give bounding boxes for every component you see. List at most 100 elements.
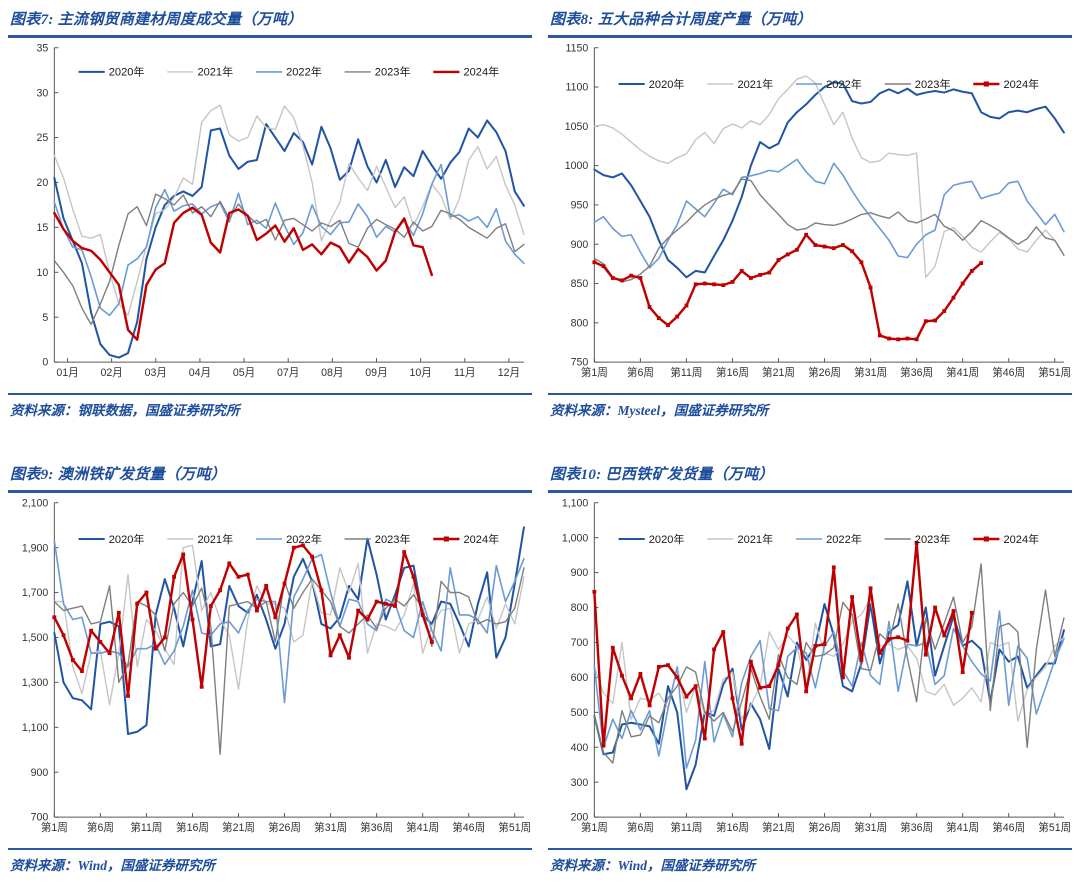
y-tick-label: 10 [37, 267, 49, 279]
series-line-2024年 [53, 206, 434, 341]
title-rule [548, 490, 1072, 493]
series-marker [61, 633, 66, 638]
legend-item-2022年: 2022年 [255, 532, 322, 546]
series-marker [656, 316, 661, 321]
series-marker [282, 581, 287, 586]
series-marker [785, 626, 790, 631]
series-line-2023年 [593, 563, 1065, 764]
legend-label: 2021年 [197, 65, 233, 79]
series-marker [831, 565, 836, 570]
x-tick-label: 10月 [409, 367, 431, 379]
y-tick-label: 1000 [565, 160, 589, 172]
y-tick-label: 1050 [565, 121, 589, 133]
series-line-2024年 [53, 544, 434, 698]
series-marker [905, 638, 910, 643]
legend-label: 2023年 [915, 532, 951, 546]
legend-item-2022年: 2022年 [795, 77, 862, 91]
series-marker [923, 652, 928, 657]
y-tick-label: 15 [37, 222, 49, 234]
series-marker [684, 303, 689, 308]
legend-label: 2021年 [197, 532, 233, 546]
y-tick-label: 1,300 [22, 677, 49, 689]
series-marker [393, 604, 397, 608]
legend-label: 2020年 [649, 532, 685, 546]
chart-figure10: 200 300 400 500 600 700 800 900 1,000 1,100 第1周 第6周… [548, 496, 1072, 844]
x-tick-label: 第26周 [808, 366, 841, 379]
series-marker [208, 604, 213, 608]
series-line-2024年 [593, 541, 974, 747]
series-marker [933, 318, 937, 323]
series-marker [859, 260, 864, 265]
y-tick-label: 700 [31, 812, 49, 824]
series-marker [684, 694, 689, 699]
series-marker [356, 608, 361, 613]
series-marker [951, 609, 956, 613]
series-marker [951, 295, 956, 300]
y-tick-label: 25 [37, 132, 49, 144]
legend-label: 2022年 [286, 65, 322, 79]
legend-item-2022年: 2022年 [795, 532, 862, 546]
series-marker [383, 601, 388, 606]
series-marker [126, 693, 130, 698]
series-marker [218, 588, 223, 593]
figure-panel-10: 图表10: 巴西铁矿发货量（万吨） 200 300 400 500 600 700 800 9… [548, 461, 1072, 874]
legend-item-2024年: 2024年 [973, 532, 1039, 546]
legend-label: 2022年 [826, 77, 862, 91]
series-line-2021年 [593, 75, 1065, 278]
series-marker [739, 741, 744, 746]
series-marker [647, 305, 652, 310]
series-marker [135, 601, 140, 606]
series-marker [822, 244, 827, 249]
series-line-2024年 [593, 233, 983, 341]
figure-panel-7: 图表7: 主流钢贸商建材周度成交量（万吨） 0 5 10 15 20 25 30 35 01月 0… [8, 6, 532, 419]
legend-item-2023年: 2023年 [884, 532, 951, 546]
x-tick-label: 第6周 [87, 821, 114, 834]
legend-item-2021年: 2021年 [707, 77, 773, 91]
x-tick-label: 01月 [56, 367, 78, 379]
series-marker [794, 247, 799, 252]
series-marker [656, 664, 661, 669]
y-tick-label: 1,100 [22, 722, 49, 734]
series-marker [822, 642, 827, 647]
series-marker [273, 615, 278, 620]
y-tick-label: 900 [31, 767, 49, 779]
series-marker [960, 281, 965, 286]
series-marker [748, 659, 753, 664]
series-line-2023年 [593, 178, 1065, 283]
x-tick-label: 第1周 [581, 366, 608, 379]
series-marker [328, 653, 333, 658]
legend-label: 2022年 [826, 532, 862, 546]
series-marker [721, 630, 726, 634]
x-tick-label: 04月 [189, 367, 211, 379]
x-tick-label: 第51周 [1038, 821, 1071, 834]
series-marker [666, 663, 670, 668]
y-tick-label: 800 [571, 602, 589, 614]
series-marker [748, 276, 753, 280]
x-tick-label: 第11周 [670, 821, 702, 834]
series-marker [236, 574, 241, 579]
legend-label: 2020年 [109, 65, 145, 79]
y-tick-label: 300 [571, 777, 589, 789]
chart-source-figure7: 资料来源：钢联数据，国盛证券研究所 [10, 403, 240, 418]
series-marker [896, 337, 901, 342]
series-marker [227, 561, 232, 566]
series-marker [610, 645, 615, 650]
series-marker [877, 333, 882, 338]
x-tick-label: 第31周 [854, 366, 887, 379]
series-marker [905, 336, 910, 341]
chart-title-figure7: 图表7: 主流钢贸商建材周度成交量（万吨） [10, 12, 303, 28]
source-rule [8, 848, 532, 850]
x-tick-label: 第21周 [762, 821, 795, 834]
x-tick-label: 02月 [100, 367, 122, 379]
x-tick-label: 第51周 [498, 821, 531, 834]
y-tick-label: 600 [571, 672, 589, 684]
legend-label: 2020年 [649, 77, 685, 91]
series-marker [666, 323, 670, 328]
x-tick-label: 第26周 [808, 821, 841, 834]
series-marker [337, 633, 342, 638]
series-marker [730, 279, 735, 284]
series-marker [647, 703, 652, 708]
legend-item-2023年: 2023年 [884, 77, 951, 91]
series-marker [712, 282, 716, 287]
legend-item-2024年: 2024年 [433, 532, 499, 546]
